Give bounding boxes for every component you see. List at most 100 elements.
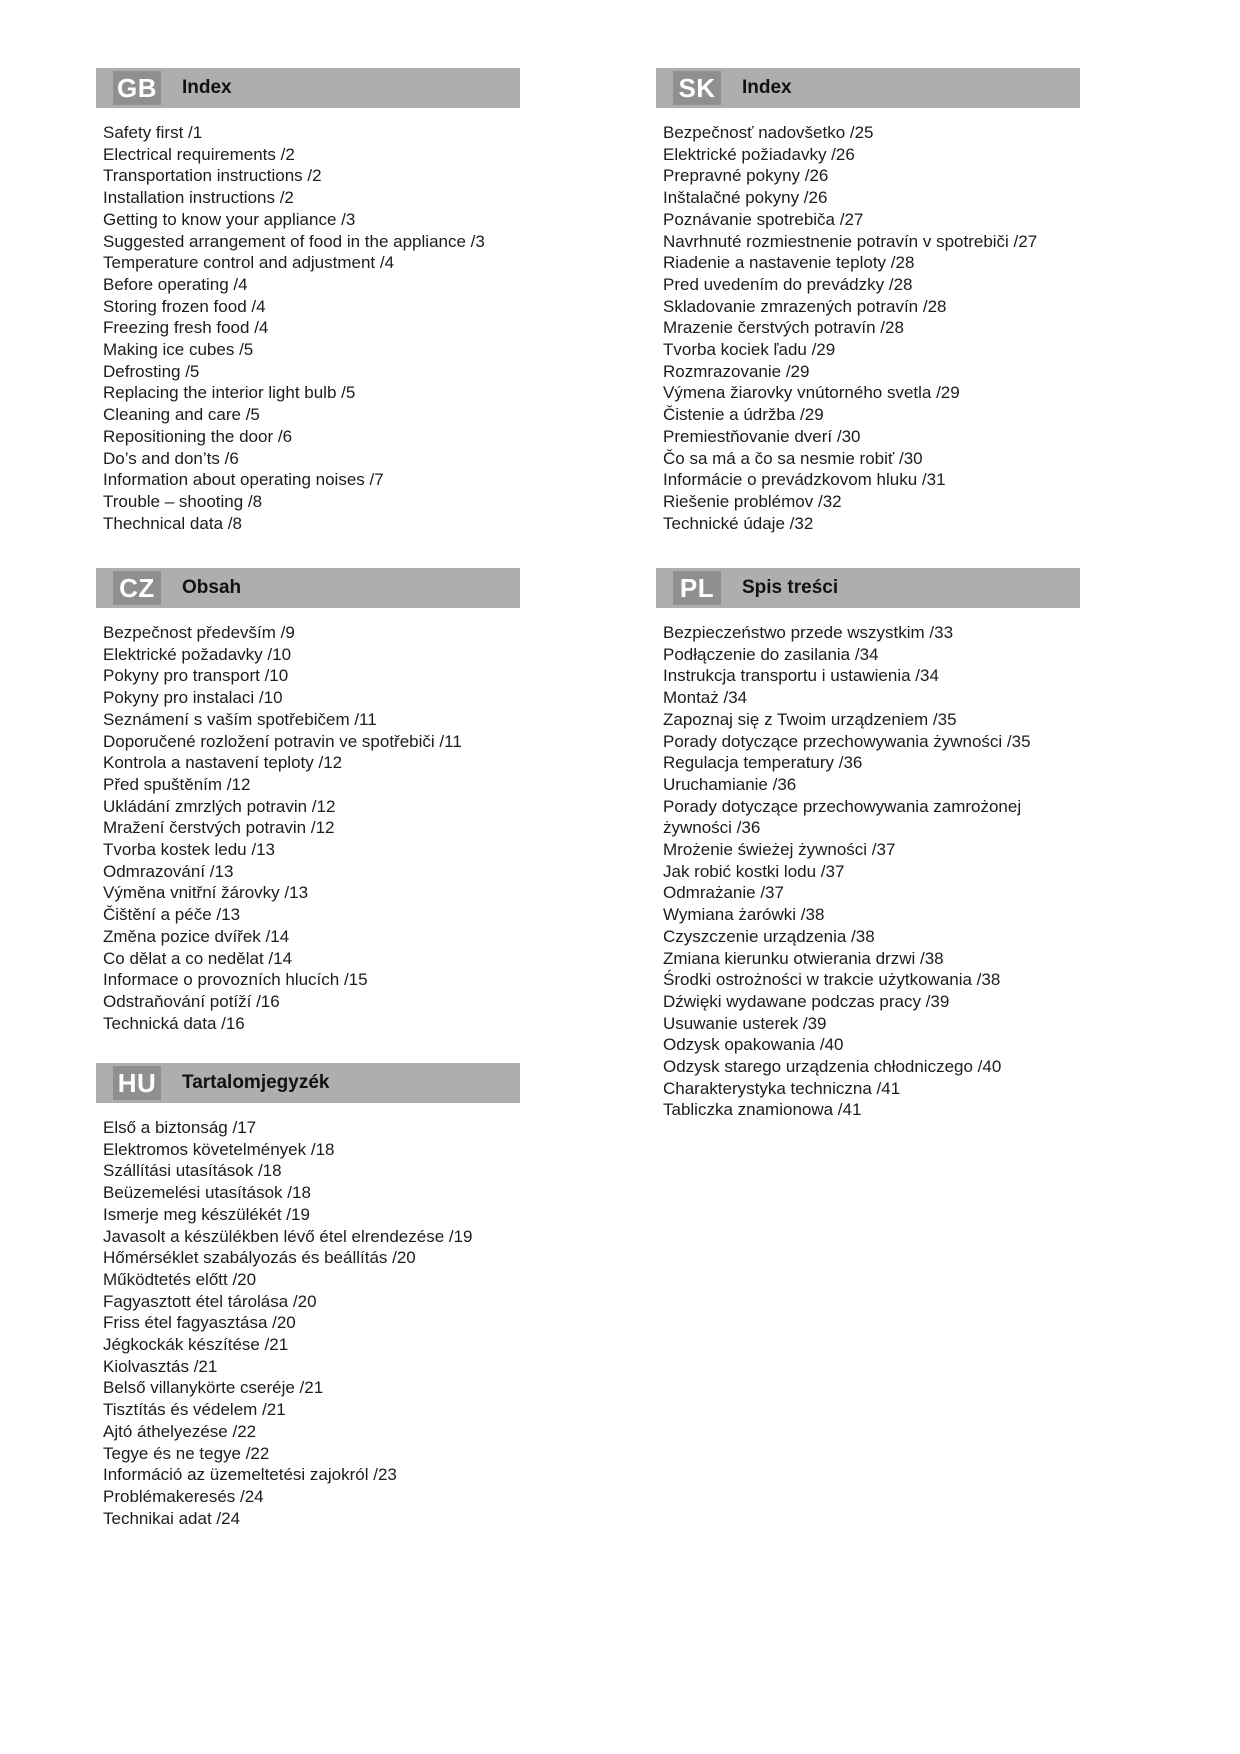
toc-entry: Első a biztonság /17 bbox=[103, 1118, 257, 1137]
toc-entry: Środki ostrożności w trakcie użytkowania… bbox=[663, 970, 1001, 990]
toc-section-cz: CZ Obsah Bezpečnost především /9 Elektric… bbox=[96, 568, 526, 1034]
toc-entry: Szállítási utasítások /18 bbox=[103, 1161, 282, 1181]
toc-entry: Problémakeresés /24 bbox=[103, 1486, 264, 1506]
toc-entry: Výmena žiarovky vnútorného svetla /29 bbox=[663, 383, 960, 403]
toc-entry: Riešenie problémov /32 bbox=[663, 491, 842, 511]
toc-entry: Ukládání zmrzlých potravin /12 bbox=[103, 796, 336, 816]
toc-entry: Bezpečnost především /9 bbox=[103, 623, 295, 642]
section-header-gb: GB Index bbox=[96, 68, 520, 108]
toc-entry: Működtetés előtt /20 bbox=[103, 1269, 257, 1289]
toc-entry: Před spuštěním /12 bbox=[103, 774, 251, 794]
toc-entry: Elektromos követelmények /18 bbox=[103, 1139, 335, 1159]
toc-entry: Suggested arrangement of food in the app… bbox=[103, 231, 485, 251]
toc-entry: Jégkockák készítése /21 bbox=[103, 1335, 289, 1355]
right-column: SK Index Bezpečnosť nadovšetko /25 Elektr… bbox=[656, 68, 1090, 1668]
toc-entry: Cleaning and care /5 bbox=[103, 405, 260, 425]
language-badge-sk: SK bbox=[673, 71, 721, 105]
toc-entry: Čo sa má a čo sa nesmie robiť /30 bbox=[663, 448, 923, 468]
toc-entry: Doporučené rozložení potravin ve spotřeb… bbox=[103, 731, 462, 751]
toc-entry: Prepravné pokyny /26 bbox=[663, 166, 829, 186]
toc-entry: Wymiana żarówki /38 bbox=[663, 905, 825, 925]
section-title-gb: Index bbox=[182, 77, 232, 98]
toc-entry: Információ az üzemeltetési zajokról /23 bbox=[103, 1465, 397, 1485]
toc-entry: Odmrazování /13 bbox=[103, 861, 234, 881]
toc-entry: Ismerje meg készülékét /19 bbox=[103, 1204, 310, 1224]
toc-entry: Belső villanykörte cseréje /21 bbox=[103, 1378, 324, 1398]
toc-entry: Making ice cubes /5 bbox=[103, 340, 254, 360]
toc-entry: Seznámení s vaším spotřebičem /11 bbox=[103, 709, 377, 729]
toc-list-sk: Bezpečnosť nadovšetko /25 Elektrické poži… bbox=[656, 122, 1090, 534]
toc-entry: Kontrola a nastavení teploty /12 bbox=[103, 753, 343, 773]
toc-list-hu: Első a biztonság /17 Elektromos követelmé… bbox=[96, 1117, 526, 1529]
toc-entry: Riadenie a nastavenie teploty /28 bbox=[663, 253, 915, 273]
toc-entry: Změna pozice dvířek /14 bbox=[103, 926, 290, 946]
section-title-hu: Tartalomjegyzék bbox=[182, 1072, 330, 1093]
toc-entry: Elektrické požadavky /10 bbox=[103, 644, 292, 664]
toc-entry: Mrazenie čerstvých potravín /28 bbox=[663, 318, 904, 338]
toc-entry: Dźwięki wydawane podczas pracy /39 bbox=[663, 991, 950, 1011]
toc-entry: Informace o provozních hlucích /15 bbox=[103, 970, 368, 990]
toc-entry: Tvorba kociek ľadu /29 bbox=[663, 340, 836, 360]
toc-entry: Co dělat a co nedělat /14 bbox=[103, 948, 293, 968]
toc-entry: Navrhnuté rozmiestnenie potravín v spotr… bbox=[663, 231, 1038, 251]
toc-section-gb: GB Index Safety first /1 Electrical requi… bbox=[96, 68, 526, 534]
toc-entry: Inštalačné pokyny /26 bbox=[663, 188, 828, 208]
section-header-pl: PL Spis treści bbox=[656, 568, 1080, 608]
toc-entry: Informácie o prevádzkovom hluku /31 bbox=[663, 470, 946, 490]
language-badge-gb: GB bbox=[113, 71, 161, 105]
toc-entry: Podłączenie do zasilania /34 bbox=[663, 644, 879, 664]
language-badge-cz: CZ bbox=[113, 571, 161, 605]
toc-entry: Friss étel fagyasztása /20 bbox=[103, 1313, 296, 1333]
toc-entry: Rozmrazovanie /29 bbox=[663, 361, 810, 381]
toc-entry: Temperature control and adjustment /4 bbox=[103, 253, 395, 273]
toc-entry: Before operating /4 bbox=[103, 274, 248, 294]
toc-entry: Technická data /16 bbox=[103, 1013, 245, 1033]
toc-list-gb: Safety first /1 Electrical requirements /… bbox=[96, 122, 526, 534]
toc-entry: Jak robić kostki lodu /37 bbox=[663, 861, 845, 881]
toc-entry: Pokyny pro transport /10 bbox=[103, 666, 289, 686]
toc-entry: Bezpieczeństwo przede wszystkim /33 bbox=[663, 623, 954, 642]
toc-entry: Kiolvasztás /21 bbox=[103, 1356, 218, 1376]
language-badge-pl: PL bbox=[673, 571, 721, 605]
toc-entry: Odzysk opakowania /40 bbox=[663, 1035, 844, 1055]
toc-entry: Safety first /1 bbox=[103, 123, 203, 142]
toc-entry: Storing frozen food /4 bbox=[103, 296, 266, 316]
toc-entry: Tegye és ne tegye /22 bbox=[103, 1443, 270, 1463]
toc-entry: Technické údaje /32 bbox=[663, 513, 814, 533]
toc-section-pl: PL Spis treści Bezpieczeństwo przede wsz… bbox=[656, 568, 1090, 1121]
toc-list-cz: Bezpečnost především /9 Elektrické požada… bbox=[96, 622, 526, 1034]
section-header-hu: HU Tartalomjegyzék bbox=[96, 1063, 520, 1103]
section-title-sk: Index bbox=[742, 77, 792, 98]
toc-entry: Thechnical data /8 bbox=[103, 513, 242, 533]
toc-entry: Montaż /34 bbox=[663, 688, 748, 708]
left-column: GB Index Safety first /1 Electrical requi… bbox=[96, 68, 526, 1668]
language-badge-hu: HU bbox=[113, 1066, 161, 1100]
toc-entry: Čištění a péče /13 bbox=[103, 905, 241, 925]
toc-entry: Pokyny pro instalaci /10 bbox=[103, 688, 283, 708]
toc-entry: Mražení čerstvých potravin /12 bbox=[103, 818, 335, 838]
toc-entry: Beüzemelési utasítások /18 bbox=[103, 1183, 311, 1203]
toc-entry: Pred uvedením do prevádzky /28 bbox=[663, 274, 913, 294]
toc-entry: Odzysk starego urządzenia chłodniczego /… bbox=[663, 1057, 1002, 1077]
toc-entry: Mrożenie świeżej żywności /37 bbox=[663, 840, 896, 860]
toc-entry: Defrosting /5 bbox=[103, 361, 200, 381]
toc-entry: Porady dotyczące przechowywania żywności… bbox=[663, 731, 1031, 751]
toc-entry: Výměna vnitřní žárovky /13 bbox=[103, 883, 309, 903]
toc-entry: Tvorba kostek ledu /13 bbox=[103, 840, 275, 860]
toc-entry: Hőmérséklet szabályozás és beállítás /20 bbox=[103, 1248, 416, 1268]
toc-entry: Installation instructions /2 bbox=[103, 188, 294, 208]
toc-section-hu: HU Tartalomjegyzék Első a biztonság /17 E… bbox=[96, 1063, 526, 1529]
toc-entry: Repositioning the door /6 bbox=[103, 426, 293, 446]
toc-entry: Electrical requirements /2 bbox=[103, 144, 295, 164]
section-title-pl: Spis treści bbox=[742, 577, 839, 598]
section-header-cz: CZ Obsah bbox=[96, 568, 520, 608]
toc-entry: Tisztítás és védelem /21 bbox=[103, 1400, 286, 1420]
toc-entry: Replacing the interior light bulb /5 bbox=[103, 383, 356, 403]
toc-entry: Getting to know your appliance /3 bbox=[103, 209, 356, 229]
toc-entry: Javasolt a készülékben lévő étel elrende… bbox=[103, 1226, 473, 1246]
toc-entry: Tabliczka znamionowa /41 bbox=[663, 1100, 862, 1120]
toc-entry: Porady dotyczące przechowywania zamrożon… bbox=[663, 796, 1022, 838]
toc-entry: Premiestňovanie dverí /30 bbox=[663, 426, 861, 446]
toc-entry: Zapoznaj się z Twoim urządzeniem /35 bbox=[663, 709, 957, 729]
